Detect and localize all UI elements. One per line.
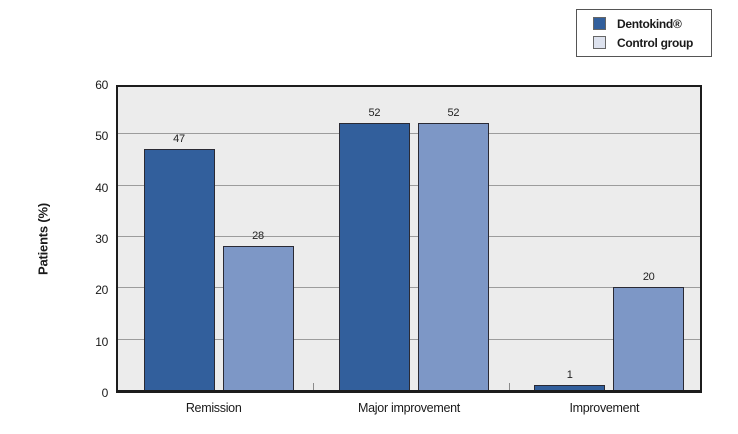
bar-value-label: 20 <box>642 271 655 283</box>
x-axis-boundary-tick <box>508 383 510 390</box>
bar-value-label: 28 <box>252 230 264 242</box>
plot-area: 47 28 52 52 1 20 <box>116 85 702 393</box>
y-tick-label: 0 <box>101 386 109 400</box>
x-axis-boundary-tick <box>313 383 315 390</box>
y-tick-label: 60 <box>95 78 108 92</box>
bar-value-label: 47 <box>173 133 185 145</box>
bar-dentokind-2 <box>534 385 606 390</box>
bar-value-label: 52 <box>447 107 460 119</box>
legend-label-dentokind: Dentokind® <box>617 16 682 31</box>
y-tick-label: 50 <box>95 129 108 144</box>
bar-dentokind-0 <box>143 149 215 390</box>
legend-swatch-dentokind <box>593 17 606 30</box>
bar-dentokind-1 <box>338 123 410 390</box>
x-category-label: Improvement <box>569 401 640 415</box>
x-category-label: Major improvement <box>358 401 460 415</box>
bar-control-1 <box>417 123 489 390</box>
y-tick-label: 30 <box>95 232 108 246</box>
legend-swatch-control-group <box>593 36 606 49</box>
legend-item-control-group: Control group <box>593 36 703 50</box>
bar-control-2 <box>613 287 685 390</box>
legend: Dentokind® Control group <box>576 9 712 57</box>
legend-label-control-group: Control group <box>617 35 694 50</box>
y-tick-label: 20 <box>95 283 108 298</box>
bar-control-0 <box>222 246 294 390</box>
bar-value-label: 1 <box>566 369 573 381</box>
legend-item-dentokind: Dentokind® <box>593 17 703 31</box>
y-tick-label: 10 <box>95 334 108 349</box>
y-tick-label: 40 <box>95 180 108 195</box>
bar-value-label: 52 <box>368 107 381 119</box>
x-category-label: Remission <box>185 401 242 415</box>
y-axis-title: Patients (%) <box>35 202 51 276</box>
